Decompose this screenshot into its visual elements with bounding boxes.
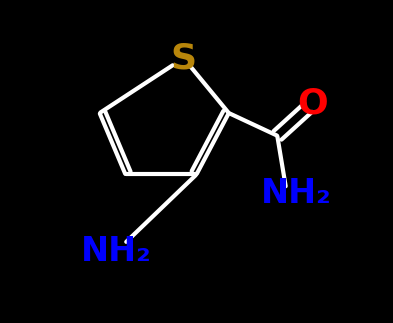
Text: O: O xyxy=(298,86,328,120)
Text: NH₂: NH₂ xyxy=(261,177,332,210)
Text: S: S xyxy=(171,41,196,75)
Text: NH₂: NH₂ xyxy=(81,235,151,268)
